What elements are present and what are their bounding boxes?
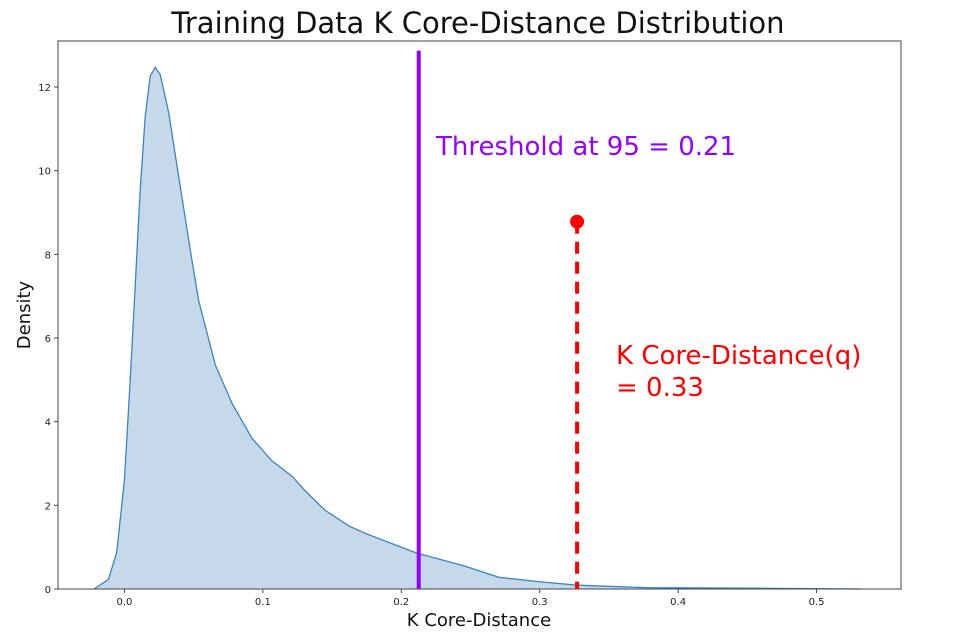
threshold-label: Threshold at 95 = 0.21 bbox=[435, 132, 736, 162]
query-label-line2: = 0.33 bbox=[616, 373, 704, 403]
x-tick-label: 0.4 bbox=[670, 597, 686, 608]
y-axis-label: Density bbox=[14, 280, 35, 349]
y-tick-label: 12 bbox=[38, 83, 51, 94]
plot-area: 0.0 0.1 0.2 0.3 0.4 0.5 0 2 4 6 8 10 12 bbox=[38, 40, 902, 608]
kde-fill-area bbox=[93, 67, 861, 589]
x-tick-label: 0.0 bbox=[116, 597, 132, 608]
y-tick-label: 4 bbox=[45, 418, 51, 429]
x-axis-label: K Core-Distance bbox=[407, 610, 551, 631]
y-tick-label: 2 bbox=[45, 501, 51, 512]
y-tick-label: 6 bbox=[45, 334, 51, 345]
plot-frame bbox=[57, 40, 902, 590]
x-tick-label: 0.5 bbox=[809, 597, 825, 608]
x-tick-label: 0.1 bbox=[255, 597, 271, 608]
y-tick-label: 0 bbox=[45, 585, 51, 596]
chart-title: Training Data K Core-Distance Distributi… bbox=[170, 6, 784, 40]
y-tick-label: 8 bbox=[45, 250, 51, 261]
y-tick-label: 10 bbox=[38, 167, 51, 178]
query-label-line1: K Core-Distance(q) bbox=[616, 341, 861, 371]
x-tick-label: 0.3 bbox=[532, 597, 548, 608]
kde-line bbox=[93, 66, 861, 590]
query-marker bbox=[570, 214, 585, 229]
x-tick-label: 0.2 bbox=[393, 597, 409, 608]
